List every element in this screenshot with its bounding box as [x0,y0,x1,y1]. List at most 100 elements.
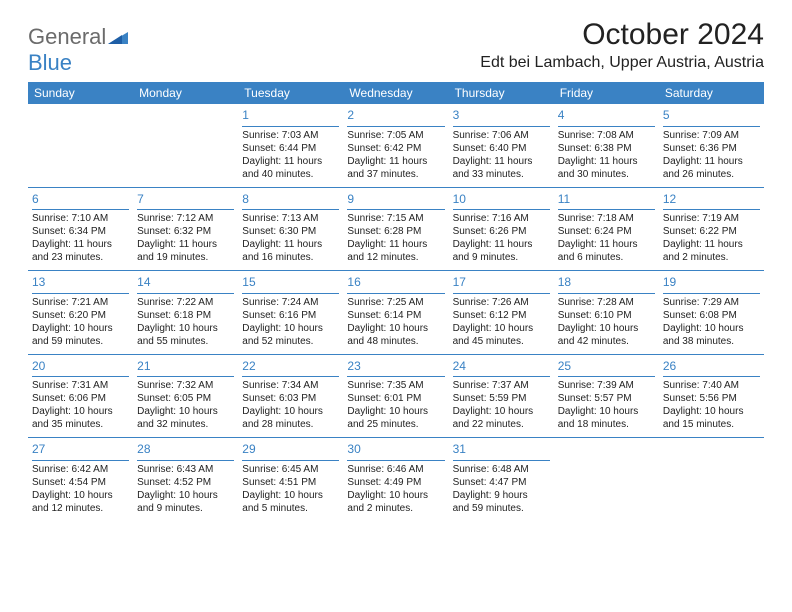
sunset-text: Sunset: 6:18 PM [137,309,234,322]
calendar-cell: 25Sunrise: 7:39 AMSunset: 5:57 PMDayligh… [554,354,659,438]
daylight-text: Daylight: 10 hours [347,405,444,418]
daylight-text: and 6 minutes. [558,251,655,264]
day-number: 24 [453,357,550,378]
calendar-cell [659,438,764,521]
sunrise-text: Sunrise: 6:42 AM [32,463,129,476]
sunrise-text: Sunrise: 7:39 AM [558,379,655,392]
sunrise-text: Sunrise: 6:46 AM [347,463,444,476]
daylight-text: Daylight: 9 hours [453,489,550,502]
calendar-cell: 19Sunrise: 7:29 AMSunset: 6:08 PMDayligh… [659,271,764,355]
sunset-text: Sunset: 4:54 PM [32,476,129,489]
day-number: 21 [137,357,234,378]
daylight-text: and 59 minutes. [453,502,550,515]
sunset-text: Sunset: 6:34 PM [32,225,129,238]
logo-text: General Blue [28,24,128,76]
calendar-cell: 9Sunrise: 7:15 AMSunset: 6:28 PMDaylight… [343,187,448,271]
daylight-text: Daylight: 10 hours [242,405,339,418]
sunset-text: Sunset: 6:24 PM [558,225,655,238]
daylight-text: and 9 minutes. [137,502,234,515]
daylight-text: Daylight: 11 hours [663,238,760,251]
sunset-text: Sunset: 6:40 PM [453,142,550,155]
sunset-text: Sunset: 6:12 PM [453,309,550,322]
weekday-header: Sunday [28,82,133,104]
daylight-text: Daylight: 11 hours [663,155,760,168]
sunrise-text: Sunrise: 7:31 AM [32,379,129,392]
day-number: 27 [32,440,129,461]
daylight-text: and 35 minutes. [32,418,129,431]
calendar-cell: 21Sunrise: 7:32 AMSunset: 6:05 PMDayligh… [133,354,238,438]
sunrise-text: Sunrise: 7:24 AM [242,296,339,309]
calendar-cell: 11Sunrise: 7:18 AMSunset: 6:24 PMDayligh… [554,187,659,271]
daylight-text: and 25 minutes. [347,418,444,431]
day-number: 19 [663,273,760,294]
day-number: 22 [242,357,339,378]
day-number: 18 [558,273,655,294]
daylight-text: Daylight: 10 hours [137,405,234,418]
logo-triangle-icon [108,30,128,49]
day-number: 7 [137,190,234,211]
calendar-cell [133,104,238,187]
daylight-text: and 22 minutes. [453,418,550,431]
sunrise-text: Sunrise: 7:26 AM [453,296,550,309]
day-number: 25 [558,357,655,378]
sunset-text: Sunset: 6:10 PM [558,309,655,322]
month-title: October 2024 [480,18,764,52]
calendar-cell: 20Sunrise: 7:31 AMSunset: 6:06 PMDayligh… [28,354,133,438]
daylight-text: Daylight: 11 hours [558,155,655,168]
day-number: 10 [453,190,550,211]
daylight-text: and 55 minutes. [137,335,234,348]
sunrise-text: Sunrise: 7:05 AM [347,129,444,142]
daylight-text: Daylight: 11 hours [453,238,550,251]
sunrise-text: Sunrise: 7:29 AM [663,296,760,309]
sunrise-text: Sunrise: 7:03 AM [242,129,339,142]
daylight-text: and 9 minutes. [453,251,550,264]
daylight-text: Daylight: 11 hours [453,155,550,168]
sunset-text: Sunset: 6:44 PM [242,142,339,155]
sunrise-text: Sunrise: 7:18 AM [558,212,655,225]
day-number: 16 [347,273,444,294]
daylight-text: Daylight: 10 hours [558,322,655,335]
calendar-row: 1Sunrise: 7:03 AMSunset: 6:44 PMDaylight… [28,104,764,187]
sunset-text: Sunset: 6:06 PM [32,392,129,405]
calendar-cell: 7Sunrise: 7:12 AMSunset: 6:32 PMDaylight… [133,187,238,271]
daylight-text: and 32 minutes. [137,418,234,431]
calendar-cell [28,104,133,187]
daylight-text: Daylight: 11 hours [347,238,444,251]
calendar-cell: 12Sunrise: 7:19 AMSunset: 6:22 PMDayligh… [659,187,764,271]
sunrise-text: Sunrise: 6:48 AM [453,463,550,476]
day-number: 12 [663,190,760,211]
calendar-cell: 15Sunrise: 7:24 AMSunset: 6:16 PMDayligh… [238,271,343,355]
daylight-text: and 12 minutes. [32,502,129,515]
daylight-text: Daylight: 10 hours [347,489,444,502]
daylight-text: and 59 minutes. [32,335,129,348]
sunrise-text: Sunrise: 7:06 AM [453,129,550,142]
sunrise-text: Sunrise: 7:09 AM [663,129,760,142]
calendar-cell: 13Sunrise: 7:21 AMSunset: 6:20 PMDayligh… [28,271,133,355]
daylight-text: and 15 minutes. [663,418,760,431]
day-number: 15 [242,273,339,294]
calendar-cell: 1Sunrise: 7:03 AMSunset: 6:44 PMDaylight… [238,104,343,187]
daylight-text: and 48 minutes. [347,335,444,348]
daylight-text: Daylight: 10 hours [137,322,234,335]
sunset-text: Sunset: 6:26 PM [453,225,550,238]
calendar-page: General Blue October 2024 Edt bei Lambac… [0,0,792,531]
daylight-text: Daylight: 10 hours [347,322,444,335]
sunrise-text: Sunrise: 7:16 AM [453,212,550,225]
weekday-header: Tuesday [238,82,343,104]
sunset-text: Sunset: 5:57 PM [558,392,655,405]
day-number: 20 [32,357,129,378]
daylight-text: and 33 minutes. [453,168,550,181]
calendar-cell [554,438,659,521]
sunrise-text: Sunrise: 7:37 AM [453,379,550,392]
daylight-text: and 2 minutes. [347,502,444,515]
day-number: 9 [347,190,444,211]
sunrise-text: Sunrise: 7:13 AM [242,212,339,225]
daylight-text: Daylight: 10 hours [453,322,550,335]
daylight-text: Daylight: 10 hours [32,489,129,502]
daylight-text: Daylight: 10 hours [137,489,234,502]
daylight-text: Daylight: 10 hours [453,405,550,418]
logo-blue: Blue [28,50,72,75]
calendar-body: 1Sunrise: 7:03 AMSunset: 6:44 PMDaylight… [28,104,764,521]
calendar-cell: 18Sunrise: 7:28 AMSunset: 6:10 PMDayligh… [554,271,659,355]
daylight-text: and 37 minutes. [347,168,444,181]
